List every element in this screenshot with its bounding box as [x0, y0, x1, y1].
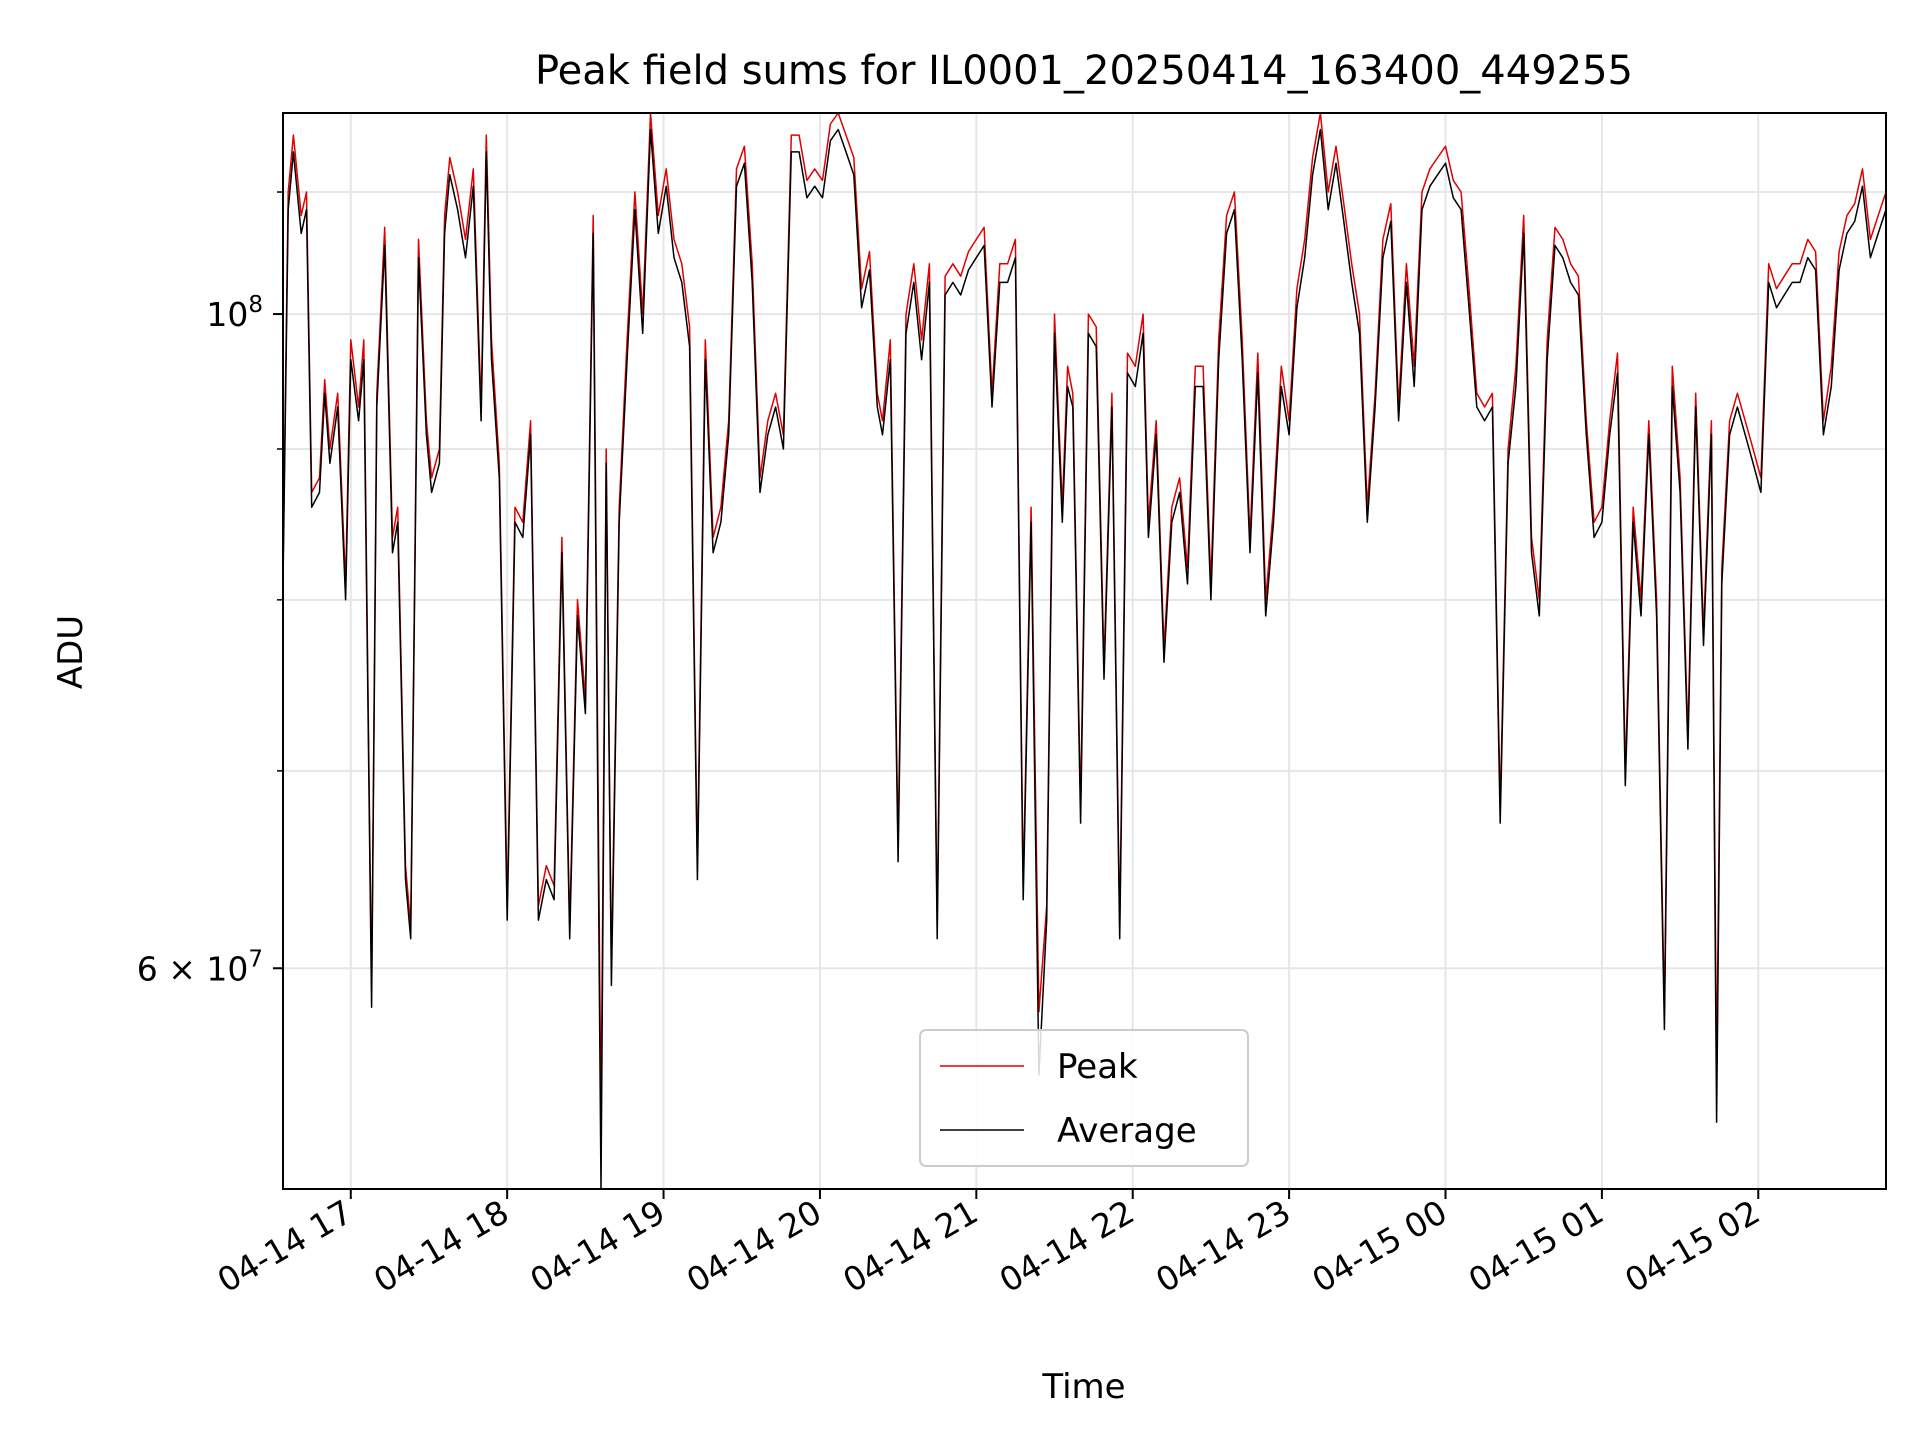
legend-box	[919, 1029, 1249, 1167]
y-axis-label: ADU	[51, 615, 91, 689]
axes-frame	[282, 112, 1887, 1190]
y-tick-label: 6 × 107	[137, 946, 263, 988]
x-axis-label: Time	[1041, 1367, 1125, 1407]
y-axis: 6 × 107 108	[137, 191, 283, 988]
series-line-average	[282, 128, 1887, 1190]
legend-average-label: Average	[1057, 1111, 1197, 1151]
legend: Peak Average	[919, 1029, 1249, 1167]
chart-title: Peak field sums for IL0001_20250414_1634…	[535, 48, 1633, 94]
y-tick-label: 108	[206, 292, 263, 334]
plot-area	[282, 112, 1887, 1190]
legend-peak-label: Peak	[1057, 1047, 1138, 1087]
grid	[283, 113, 1886, 1189]
